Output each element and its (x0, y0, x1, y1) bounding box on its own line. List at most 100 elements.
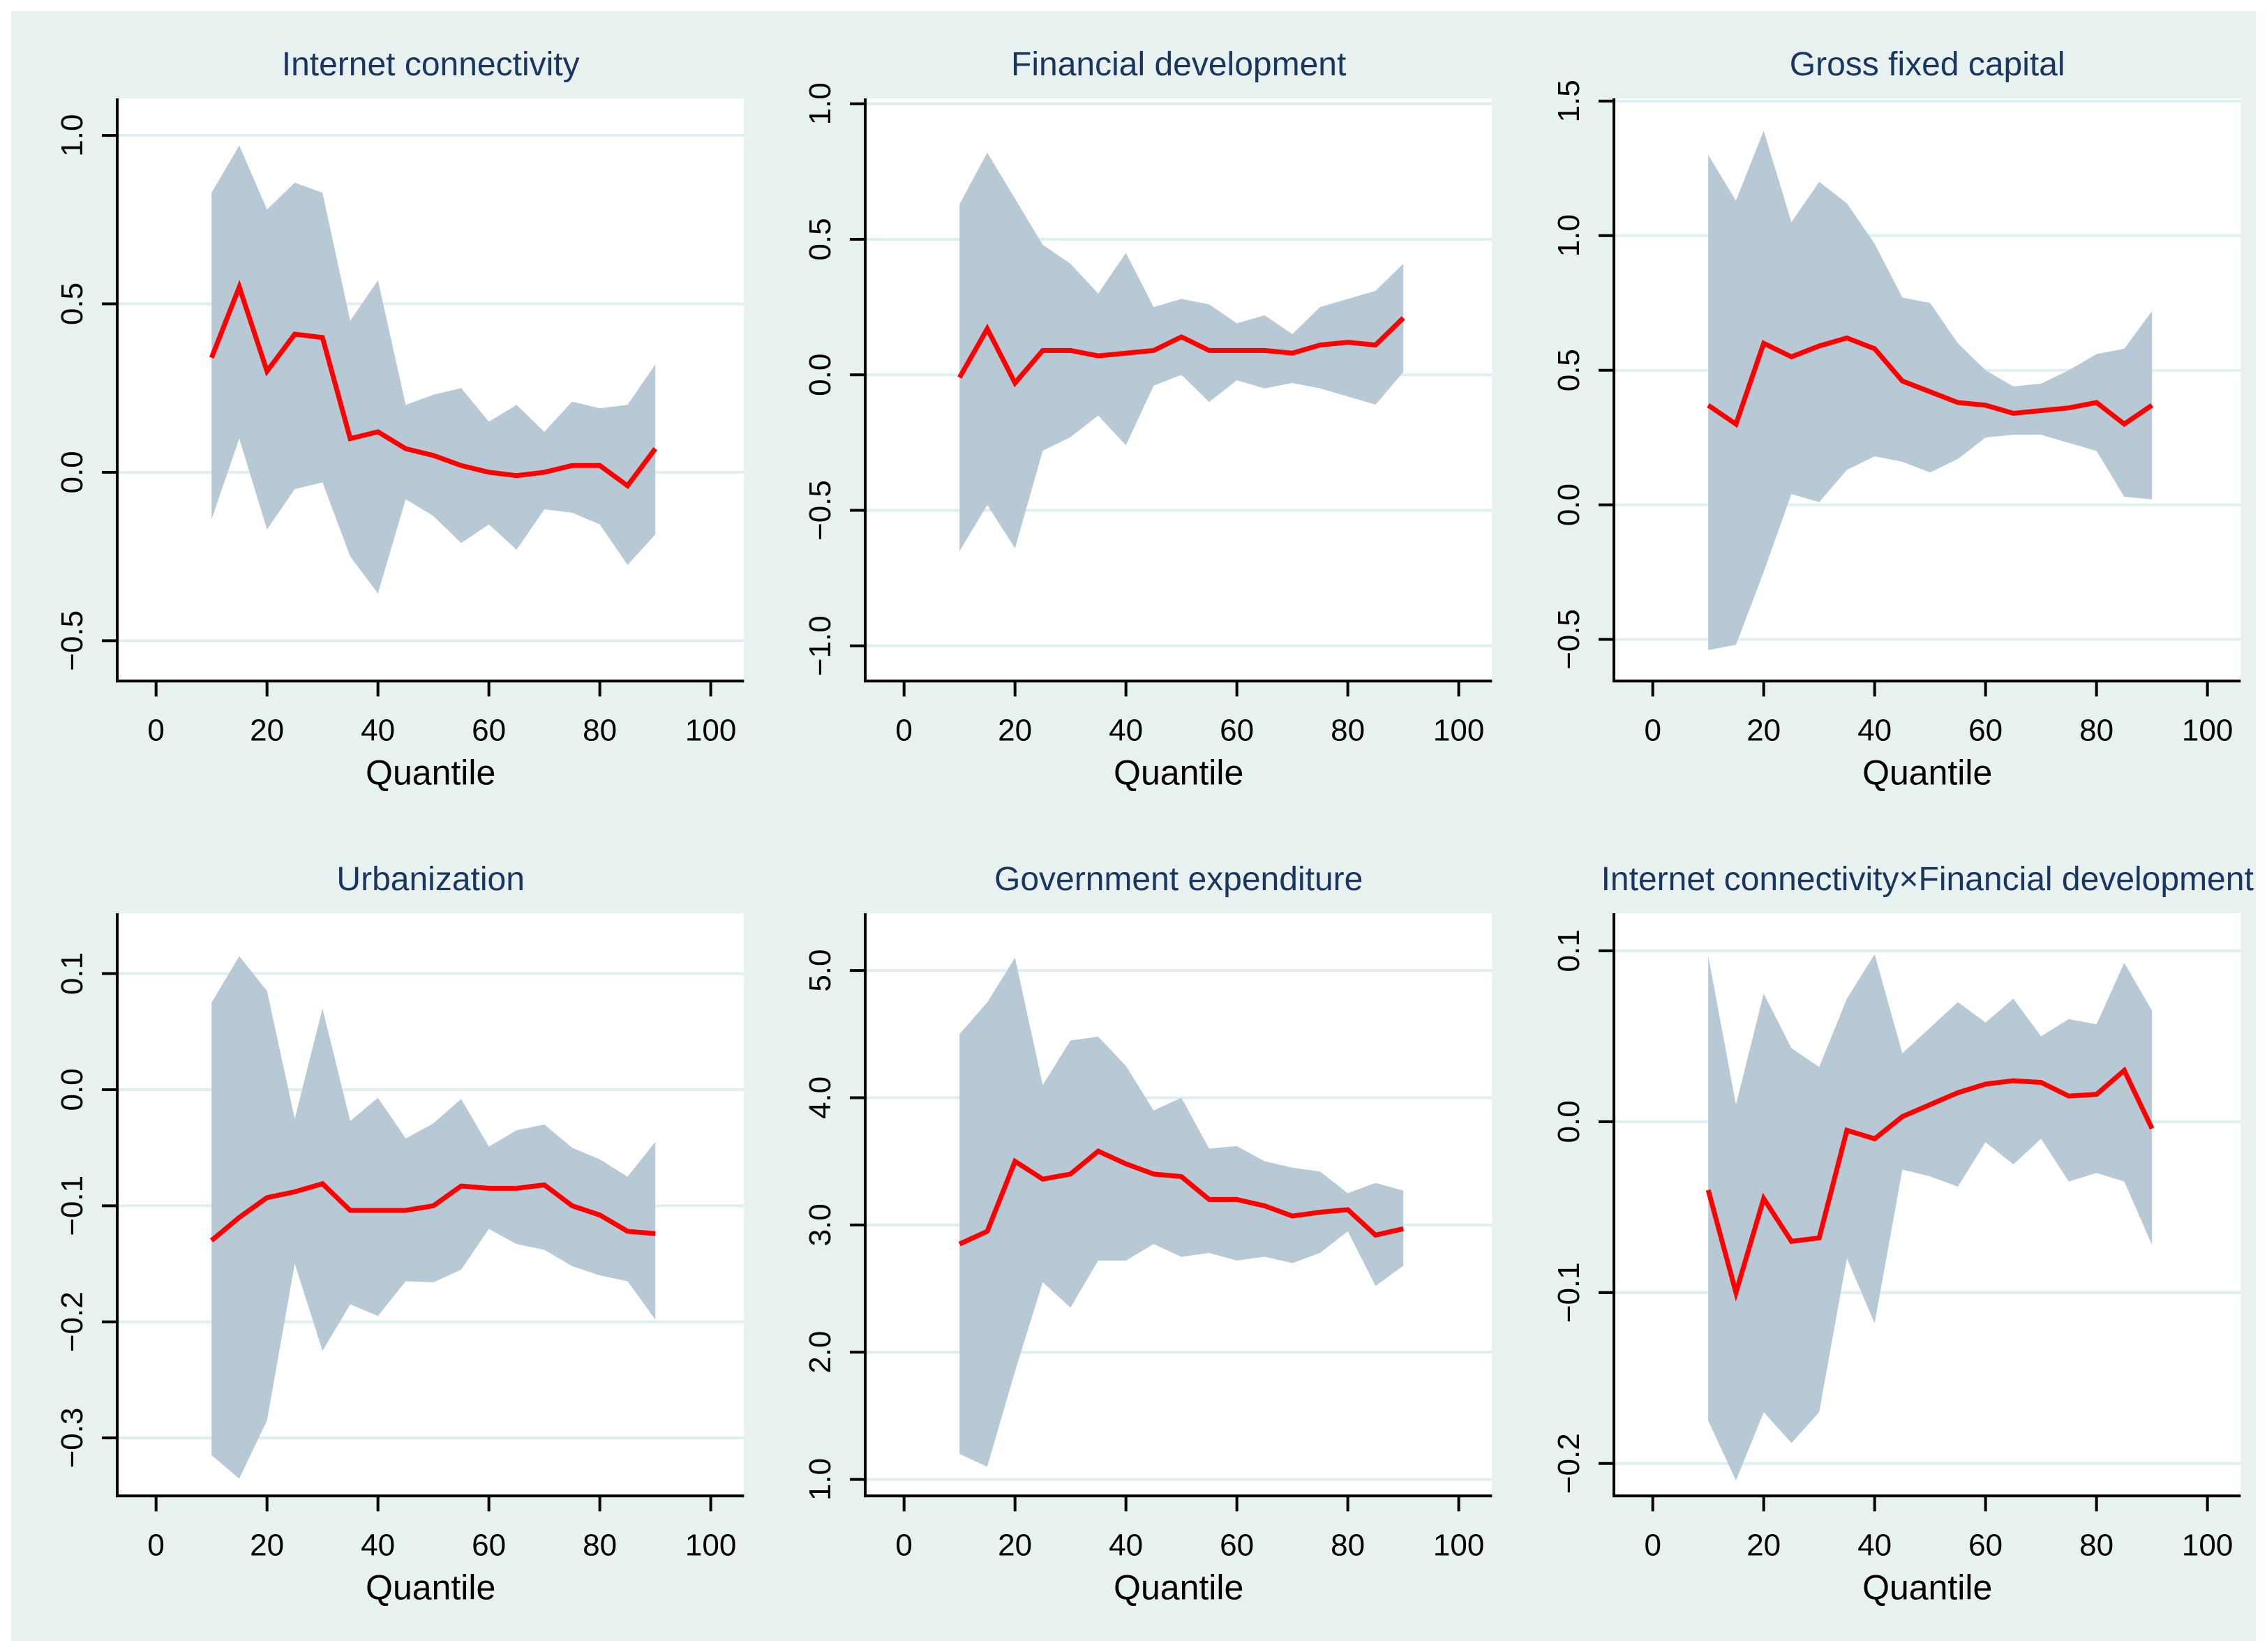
x-tick-label: 0 (896, 713, 913, 747)
y-tick-label: 0.5 (803, 218, 837, 260)
x-tick-label: 0 (896, 1529, 913, 1563)
y-tick-label: −0.1 (1552, 1263, 1586, 1323)
figure-canvas: 0 20 40 60 80 100 1.0 0.5 0.0 −0.5 Internet connec… (11, 11, 2256, 1641)
y-tick-label: −0.3 (55, 1408, 89, 1469)
panel-cell-government-expenditure: 0 20 40 60 80 100 5.0 4.0 3.0 2.0 1.0 Government ex… (759, 826, 1507, 1641)
x-tick-label: 40 (361, 1529, 395, 1563)
x-tick-label: 100 (1433, 1529, 1484, 1563)
y-tick-label: −0.2 (55, 1292, 89, 1353)
panel-title: Government expenditure (994, 861, 1363, 898)
x-tick-label: 40 (1109, 713, 1144, 747)
coefficient-line (1706, 335, 2153, 428)
y-tick-label: 0.0 (803, 354, 837, 396)
y-tick-label: 1.5 (1552, 80, 1586, 122)
coefficient-line (209, 1181, 656, 1243)
x-tick-label: 60 (472, 713, 506, 747)
panel-cell-gross-fixed-capital: 0 20 40 60 80 100 1.5 1.0 0.5 0.0 −0.5 Gross fixed … (1508, 11, 2256, 826)
confidence-band (959, 152, 1404, 551)
y-tick-label: −0.5 (55, 610, 89, 671)
panel-government-expenditure: 0 20 40 60 80 100 5.0 4.0 3.0 2.0 1.0 Government ex… (803, 861, 1492, 1607)
x-tick-label: 0 (147, 1529, 164, 1563)
x-tick-label: 100 (2182, 1529, 2233, 1563)
x-tick-label: 20 (998, 713, 1033, 747)
panel-cell-urbanization: 0 20 40 60 80 100 0.1 0.0 −0.1 −0.2 −0.3 Urbanizati… (11, 826, 759, 1641)
x-axis-label: Quantile (1114, 753, 1243, 792)
confidence-band (959, 958, 1404, 1467)
y-tick-label: −1.0 (803, 615, 837, 676)
confidence-band (1707, 954, 2152, 1481)
x-tick-label: 80 (1331, 713, 1365, 747)
panel-cell-internet-connectivity-financial-development: 0 20 40 60 80 100 0.1 0.0 −0.1 −0.2 Internet conne… (1508, 826, 2256, 1641)
y-tick-label: 0.5 (55, 283, 89, 325)
x-tick-label: 20 (1746, 1529, 1781, 1563)
x-tick-label: 80 (2079, 713, 2113, 747)
x-tick-label: 80 (1331, 1529, 1365, 1563)
y-tick-label: 0.0 (1552, 1101, 1586, 1143)
confidence-band (211, 956, 656, 1479)
x-tick-label: 40 (1857, 713, 1892, 747)
x-tick-label: 60 (1220, 713, 1255, 747)
x-axis-label: Quantile (1862, 1568, 1992, 1607)
panel-cell-internet-connectivity: 0 20 40 60 80 100 1.0 0.5 0.0 −0.5 Internet connec… (11, 11, 759, 826)
x-axis-label: Quantile (1862, 753, 1992, 792)
x-tick-label: 60 (1968, 1529, 2003, 1563)
plot-area (865, 98, 1492, 682)
y-tick-label: 4.0 (803, 1076, 837, 1119)
y-tick-label: −0.1 (55, 1176, 89, 1236)
panel-internet-connectivity-financial-development: 0 20 40 60 80 100 0.1 0.0 −0.1 −0.2 Internet conne… (1552, 861, 2254, 1607)
panel-title: Gross fixed capital (1789, 46, 2065, 83)
panel-title: Internet connectivity (282, 46, 580, 83)
x-tick-label: 40 (361, 713, 395, 747)
x-tick-label: 100 (685, 1529, 736, 1563)
y-tick-label: −0.2 (1552, 1434, 1586, 1494)
y-tick-label: 0.0 (55, 451, 89, 493)
x-tick-label: 80 (2079, 1529, 2113, 1563)
x-tick-label: 60 (1220, 1529, 1255, 1563)
panel-title: Urbanization (336, 861, 524, 898)
x-tick-label: 20 (250, 713, 284, 747)
y-tick-label: 0.5 (1552, 349, 1586, 391)
x-tick-label: 100 (1433, 713, 1484, 747)
y-tick-label: 1.0 (803, 82, 837, 125)
x-tick-label: 100 (685, 713, 736, 747)
panels-grid: 0 20 40 60 80 100 1.0 0.5 0.0 −0.5 Internet connec… (11, 11, 2256, 1641)
x-tick-label: 40 (1109, 1529, 1144, 1563)
coefficient-line (957, 316, 1405, 388)
panel-gross-fixed-capital: 0 20 40 60 80 100 1.5 1.0 0.5 0.0 −0.5 Gross fixed … (1552, 46, 2240, 792)
x-tick-label: 0 (147, 713, 164, 747)
y-tick-label: 1.0 (803, 1458, 837, 1501)
y-tick-label: 0.1 (1552, 930, 1586, 973)
coefficient-line (209, 280, 657, 490)
x-tick-label: 0 (1644, 1529, 1661, 1563)
y-tick-label: 1.0 (55, 114, 89, 157)
y-tick-label: −0.5 (1552, 609, 1586, 670)
x-tick-label: 0 (1644, 713, 1661, 747)
y-tick-label: 2.0 (803, 1331, 837, 1374)
panel-urbanization: 0 20 40 60 80 100 0.1 0.0 −0.1 −0.2 −0.3 Urbanizati… (55, 861, 745, 1607)
y-tick-label: 0.0 (55, 1069, 89, 1111)
x-tick-label: 80 (583, 1529, 617, 1563)
y-tick-label: −0.5 (803, 480, 837, 541)
x-axis-label: Quantile (366, 1568, 495, 1607)
y-tick-label: 0.0 (1552, 483, 1586, 526)
y-tick-label: 1.0 (1552, 214, 1586, 257)
x-tick-label: 60 (1968, 713, 2003, 747)
x-tick-label: 80 (583, 713, 617, 747)
y-tick-label: 5.0 (803, 949, 837, 992)
x-axis-label: Quantile (1114, 1568, 1243, 1607)
x-tick-label: 100 (2182, 713, 2233, 747)
panel-cell-financial-development: 0 20 40 60 80 100 1.0 0.5 0.0 −0.5 −1.0 Financial d… (759, 11, 1507, 826)
y-tick-label: 0.1 (55, 952, 89, 995)
panel-financial-development: 0 20 40 60 80 100 1.0 0.5 0.0 −0.5 −1.0 Financial d… (803, 46, 1492, 792)
x-tick-label: 20 (998, 1529, 1033, 1563)
panel-internet-connectivity: 0 20 40 60 80 100 1.0 0.5 0.0 −0.5 Internet connec… (55, 46, 745, 792)
y-tick-label: 3.0 (803, 1204, 837, 1247)
x-axis-label: Quantile (366, 753, 495, 792)
coefficient-line (959, 1148, 1405, 1247)
x-tick-label: 20 (1746, 713, 1781, 747)
coefficient-line (1705, 1067, 2154, 1302)
confidence-band (211, 145, 656, 594)
x-tick-label: 40 (1857, 1529, 1892, 1563)
panel-title: Financial development (1011, 46, 1346, 83)
